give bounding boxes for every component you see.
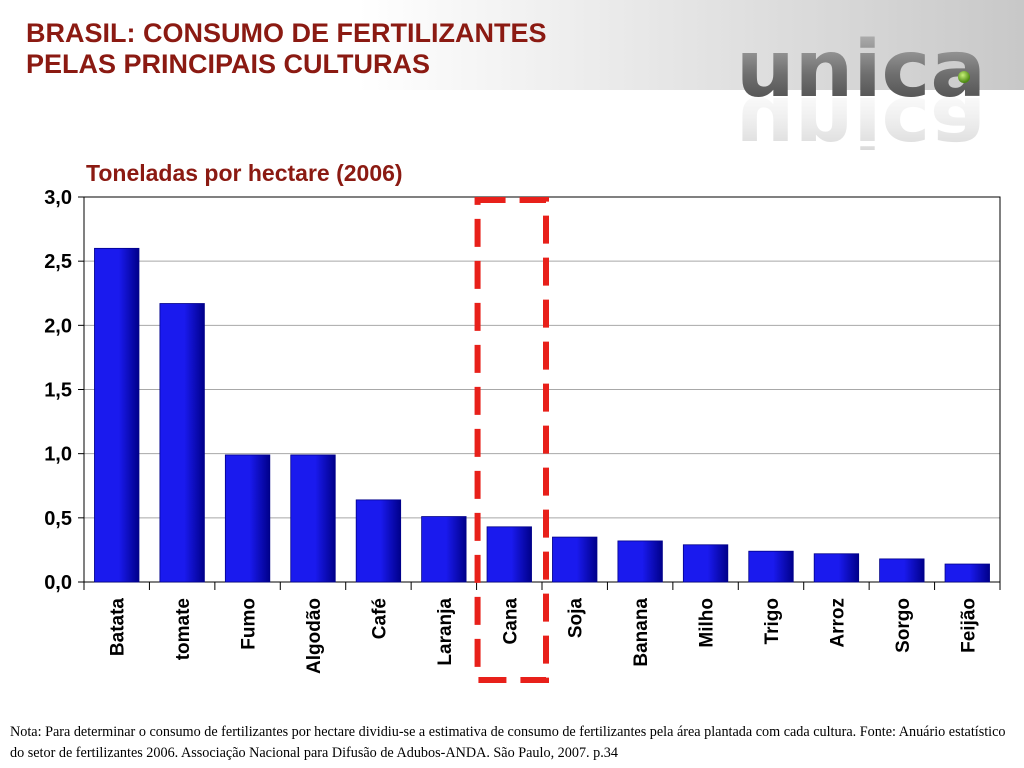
bar bbox=[879, 558, 925, 583]
bar bbox=[159, 303, 205, 583]
y-tick-label: 2,5 bbox=[44, 251, 72, 273]
unica-logo-text: unica bbox=[736, 30, 986, 115]
page-title-line-2: PELAS PRINCIPAIS CULTURAS bbox=[26, 49, 431, 79]
y-tick-label: 2,0 bbox=[44, 315, 72, 337]
x-tick-label: Algodão bbox=[304, 598, 325, 674]
x-tick-label: Batata bbox=[108, 598, 129, 657]
x-tick-label: tomate bbox=[173, 598, 194, 660]
y-tick-label: 0,5 bbox=[44, 508, 72, 530]
bar bbox=[617, 540, 663, 583]
x-tick-label: Café bbox=[369, 598, 390, 639]
bar bbox=[290, 454, 336, 583]
header-band bbox=[0, 0, 1024, 90]
bar bbox=[682, 544, 729, 583]
x-tick-label: Feijão bbox=[958, 598, 979, 653]
logo-green-dot bbox=[958, 71, 970, 83]
x-tick-label: Sorgo bbox=[893, 598, 914, 653]
bar bbox=[94, 247, 140, 583]
highlight-box-cana bbox=[474, 197, 550, 683]
y-tick-label: 3,0 bbox=[44, 187, 72, 209]
bar bbox=[421, 516, 467, 583]
x-tick-label: Milho bbox=[697, 598, 718, 648]
footnote: Nota: Para determinar o consumo de ferti… bbox=[10, 724, 1006, 761]
bar bbox=[552, 536, 598, 583]
bar bbox=[486, 526, 532, 583]
bar bbox=[748, 550, 794, 583]
unica-logo-reflection: unica bbox=[736, 79, 986, 150]
bar-chart: 0,0 0,5 1,0 1,5 2,0 2,5 3,0 Batata tomate Fumo Alg… bbox=[44, 187, 1001, 683]
bar bbox=[813, 553, 860, 583]
bar bbox=[355, 499, 402, 583]
y-tick-label: 1,5 bbox=[44, 380, 72, 402]
bar bbox=[224, 454, 271, 583]
y-tick-label: 0,0 bbox=[44, 572, 72, 594]
y-tick-label: 1,0 bbox=[44, 444, 72, 466]
x-tick-label: Cana bbox=[500, 598, 521, 645]
x-tick-label: Laranja bbox=[435, 598, 456, 666]
unica-logo: unica unica bbox=[736, 30, 986, 150]
x-tick-label: Soja bbox=[566, 598, 587, 639]
x-tick-label: Arroz bbox=[827, 598, 848, 648]
x-tick-label: Trigo bbox=[762, 598, 783, 644]
x-tick-label: Fumo bbox=[239, 598, 260, 650]
page-title: BRASIL: CONSUMO DE FERTILIZANTES PELAS P… bbox=[26, 18, 706, 80]
chart-title: Toneladas por hectare (2006) bbox=[86, 160, 403, 186]
bar bbox=[944, 563, 990, 583]
page-title-line-1: BRASIL: CONSUMO DE FERTILIZANTES bbox=[26, 18, 547, 48]
x-tick-label: Banana bbox=[631, 598, 652, 667]
